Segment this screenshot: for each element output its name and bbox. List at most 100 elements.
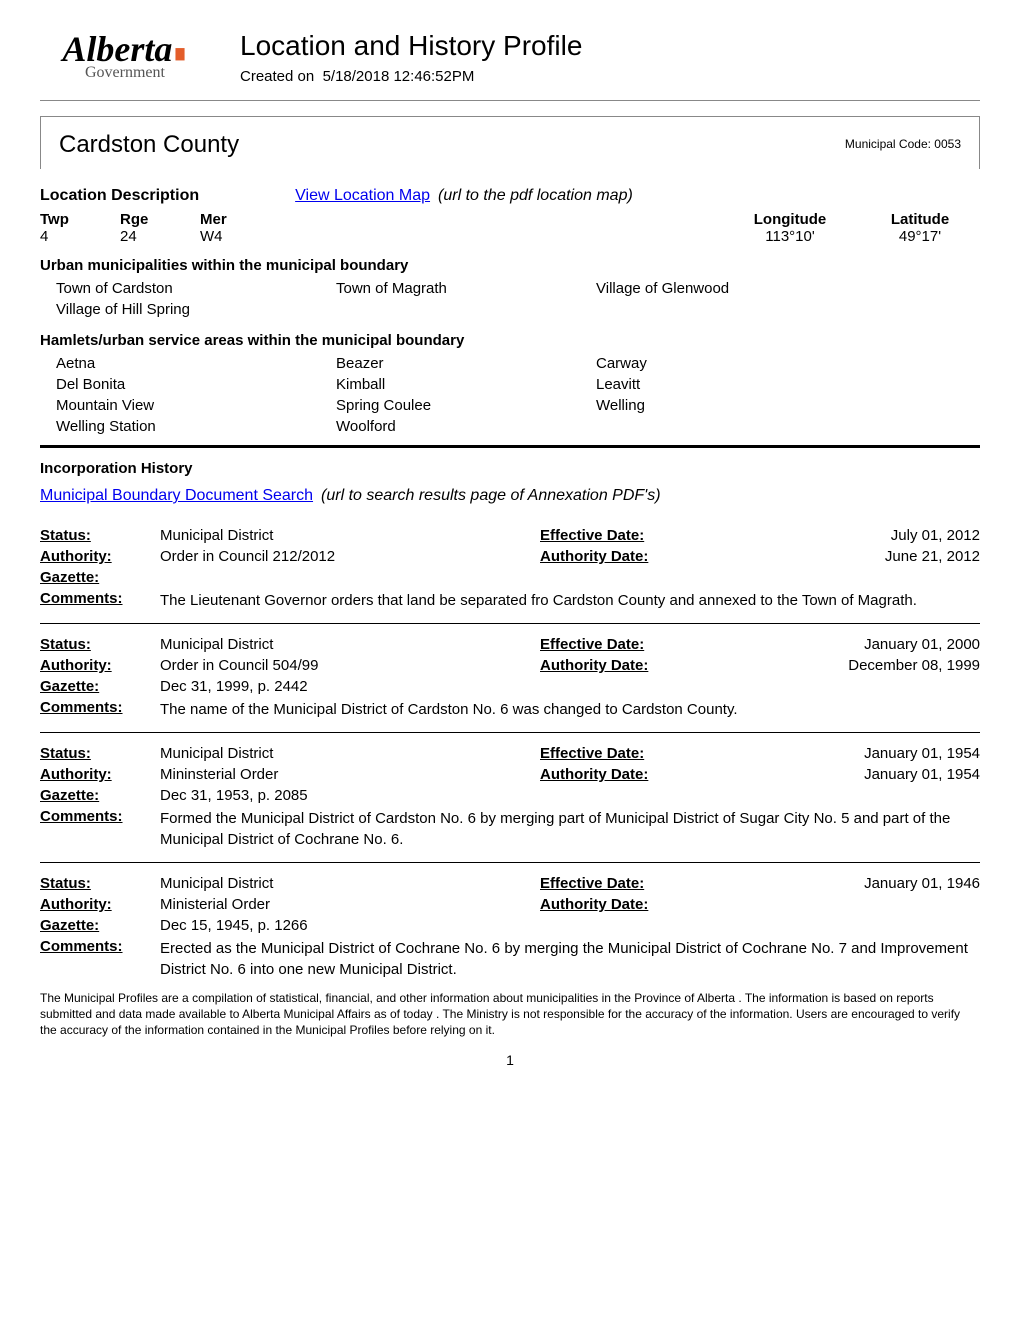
date-value: January 01, 1954 (710, 766, 980, 783)
entry-row: Status:Municipal DistrictEffective Date:… (40, 634, 980, 655)
list-cell: Town of Magrath (336, 278, 596, 299)
val-rge: 24 (120, 228, 200, 245)
date-label: Effective Date: (540, 527, 710, 544)
val-twp: 4 (40, 228, 120, 245)
entry-row: Gazette:Dec 15, 1945, p. 1266 (40, 915, 980, 936)
field-value: Municipal District (160, 745, 540, 762)
val-latitude: 49°17' (860, 228, 980, 245)
view-location-map-link[interactable]: View Location Map (295, 187, 430, 205)
list-cell (596, 299, 980, 320)
field-value: Municipal District (160, 875, 540, 892)
entry-row: Authority:Mininsterial OrderAuthority Da… (40, 764, 980, 785)
field-label: Authority: (40, 766, 160, 783)
field-label: Status: (40, 875, 160, 892)
date-label: Authority Date: (540, 896, 710, 913)
comments-label: Comments: (40, 699, 160, 720)
boundary-search-link[interactable]: Municipal Boundary Document Search (40, 487, 313, 505)
comments-label: Comments: (40, 808, 160, 850)
logo-text: Alberta∎ (40, 33, 210, 65)
list-cell: Beazer (336, 353, 596, 374)
list-row: Mountain ViewSpring CouleeWelling (40, 395, 980, 416)
list-cell: Town of Cardston (56, 278, 336, 299)
date-label (540, 678, 710, 695)
comments-label: Comments: (40, 938, 160, 980)
field-label: Gazette: (40, 678, 160, 695)
field-value: Ministerial Order (160, 896, 540, 913)
comments-row: Comments:The name of the Municipal Distr… (40, 697, 980, 722)
field-value: Dec 31, 1953, p. 2085 (160, 787, 540, 804)
list-cell: Village of Hill Spring (56, 299, 336, 320)
field-value (160, 569, 540, 586)
boundary-search-row: Municipal Boundary Document Search (url … (40, 487, 980, 505)
list-cell: Welling (596, 395, 980, 416)
hdr-rge: Rge (120, 211, 200, 228)
val-mer: W4 (200, 228, 300, 245)
list-row: Del BonitaKimballLeavitt (40, 374, 980, 395)
entry-row: Authority:Ministerial OrderAuthority Dat… (40, 894, 980, 915)
muni-code-value: 0053 (934, 137, 961, 151)
comments-value: Formed the Municipal District of Cardsto… (160, 808, 980, 850)
date-value (710, 569, 980, 586)
date-value (710, 787, 980, 804)
entry-row: Gazette:Dec 31, 1953, p. 2085 (40, 785, 980, 806)
created-value: 5/18/2018 12:46:52PM (323, 68, 475, 85)
comments-value: Erected as the Municipal District of Coc… (160, 938, 980, 980)
comments-label: Comments: (40, 590, 160, 611)
date-value: January 01, 2000 (710, 636, 980, 653)
field-label: Status: (40, 745, 160, 762)
date-value: June 21, 2012 (710, 548, 980, 565)
county-name: Cardston County (59, 131, 239, 158)
map-link-note: (url to the pdf location map) (438, 187, 633, 205)
field-label: Status: (40, 636, 160, 653)
date-value (710, 678, 980, 695)
entry-row: Status:Municipal DistrictEffective Date:… (40, 525, 980, 546)
list-cell: Mountain View (56, 395, 336, 416)
date-label: Effective Date: (540, 636, 710, 653)
list-cell (336, 299, 596, 320)
comments-row: Comments:The Lieutenant Governor orders … (40, 588, 980, 613)
created-on: Created on 5/18/2018 12:46:52PM (240, 68, 980, 85)
entry-row: Authority:Order in Council 504/99Authori… (40, 655, 980, 676)
hdr-twp: Twp (40, 211, 120, 228)
field-value: Municipal District (160, 636, 540, 653)
date-label: Effective Date: (540, 875, 710, 892)
entry-row: Gazette:Dec 31, 1999, p. 2442 (40, 676, 980, 697)
history-entry: Status:Municipal DistrictEffective Date:… (40, 873, 980, 982)
val-longitude: 113°10' (720, 228, 860, 245)
divider (40, 623, 980, 624)
divider (40, 862, 980, 863)
disclaimer: The Municipal Profiles are a compilation… (40, 990, 980, 1046)
history-entry: Status:Municipal DistrictEffective Date:… (40, 743, 980, 852)
hamlets-list: AetnaBeazerCarwayDel BonitaKimballLeavit… (40, 353, 980, 437)
page-number: 1 (40, 1052, 980, 1068)
comments-value: The Lieutenant Governor orders that land… (160, 590, 980, 611)
list-row: Town of CardstonTown of MagrathVillage o… (40, 278, 980, 299)
date-value (710, 896, 980, 913)
list-cell: Spring Coulee (336, 395, 596, 416)
date-value (710, 917, 980, 934)
title-block: Location and History Profile Created on … (240, 30, 980, 85)
comments-value: The name of the Municipal District of Ca… (160, 699, 980, 720)
field-value: Municipal District (160, 527, 540, 544)
profile-box: Cardston County Municipal Code: 0053 (40, 116, 980, 169)
field-label: Gazette: (40, 569, 160, 586)
history-list: Status:Municipal DistrictEffective Date:… (40, 511, 980, 982)
location-description-row: Location Description View Location Map (… (40, 187, 980, 205)
date-value: December 08, 1999 (710, 657, 980, 674)
list-cell: Leavitt (596, 374, 980, 395)
logo-accent-icon: ∎ (172, 39, 187, 66)
entry-row: Status:Municipal DistrictEffective Date:… (40, 743, 980, 764)
field-value: Dec 31, 1999, p. 2442 (160, 678, 540, 695)
field-value: Mininsterial Order (160, 766, 540, 783)
comments-row: Comments:Erected as the Municipal Distri… (40, 936, 980, 982)
date-label: Authority Date: (540, 548, 710, 565)
list-cell: Village of Glenwood (596, 278, 980, 299)
list-cell: Del Bonita (56, 374, 336, 395)
date-label (540, 787, 710, 804)
date-label: Authority Date: (540, 657, 710, 674)
list-cell: Welling Station (56, 416, 336, 437)
field-label: Status: (40, 527, 160, 544)
date-label: Effective Date: (540, 745, 710, 762)
hamlets-header: Hamlets/urban service areas within the m… (40, 332, 980, 349)
location-desc-label: Location Description (40, 187, 199, 205)
